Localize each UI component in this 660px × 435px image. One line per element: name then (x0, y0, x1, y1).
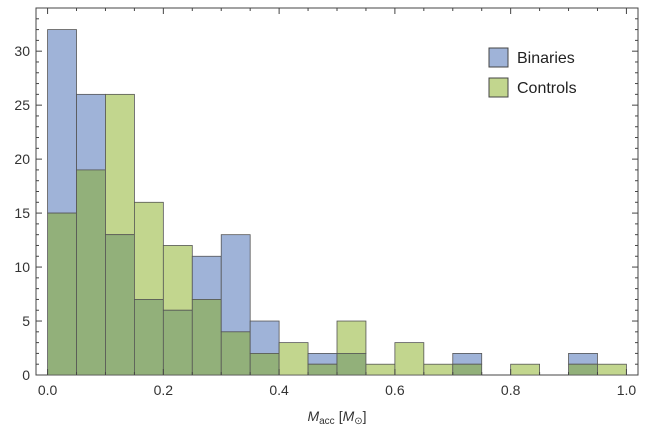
x-axis-label: Macc [M⊙] (307, 408, 366, 427)
bar-overlap-5 (191, 299, 222, 376)
bar-overlap-6 (220, 331, 251, 376)
bar-binaries-0 (47, 29, 77, 214)
x-tick-label-4: 0.8 (501, 382, 521, 398)
y-tick-label-1: 5 (22, 313, 30, 329)
y-tick-label-6: 30 (14, 43, 30, 59)
x-tick-label-5: 1.0 (617, 382, 637, 398)
x-tick-label-1: 0.2 (154, 382, 174, 398)
bar-overlap-0 (47, 212, 77, 376)
bar-binaries-14 (452, 353, 483, 365)
bar-overlap-10 (336, 353, 367, 376)
bar-binaries-9 (307, 353, 338, 365)
bar-controls-10 (336, 320, 367, 354)
bar-binaries-5 (191, 255, 222, 300)
y-tick-label-0: 0 (22, 367, 30, 383)
bar-controls-13 (423, 363, 454, 376)
ticks-layer: 0.0 0.2 0.4 0.6 0.8 1.0 0 5 10 15 20 25 30 (14, 7, 638, 398)
bar-controls-12 (394, 342, 425, 376)
bar-overlap-2 (105, 234, 135, 376)
x-tick-label-2: 0.4 (269, 382, 289, 398)
legend-swatch-controls (488, 77, 509, 98)
bar-overlap-7 (249, 353, 280, 376)
y-tick-label-2: 10 (14, 259, 30, 275)
bar-overlap-18 (568, 363, 598, 376)
bar-controls-2 (105, 93, 135, 236)
bar-controls-8 (278, 342, 309, 376)
x-tick-label-3: 0.6 (385, 382, 405, 398)
x-axis-label-bracket-close: ] (363, 408, 367, 424)
legend-label-controls: Controls (517, 80, 577, 97)
bar-controls-3 (134, 201, 164, 300)
x-axis-label-symbol: M (307, 408, 319, 424)
x-axis-label-unit-symbol: M (343, 408, 355, 424)
bar-controls-19 (597, 363, 627, 376)
legend-label-binaries: Binaries (517, 50, 575, 67)
bar-overlap-4 (162, 309, 193, 376)
x-axis-label-subscript: acc (319, 416, 335, 427)
y-tick-label-4: 20 (14, 151, 30, 167)
y-tick-label-5: 25 (14, 97, 30, 113)
bar-controls-16 (510, 363, 540, 376)
bar-binaries-1 (76, 93, 106, 171)
legend: Binaries Controls (488, 47, 577, 98)
x-axis-label-unit-subscript: ⊙ (354, 416, 362, 427)
x-axis-label-bracket-open: [ (339, 408, 343, 424)
bars-layer (47, 29, 627, 376)
bar-overlap-1 (76, 169, 106, 376)
bar-controls-11 (365, 363, 396, 376)
bar-overlap-9 (307, 363, 338, 376)
y-tick-label-3: 15 (14, 205, 30, 221)
bar-overlap-3 (134, 299, 164, 376)
bar-controls-4 (162, 245, 193, 311)
bar-binaries-18 (568, 353, 598, 365)
bar-binaries-6 (220, 234, 251, 333)
x-tick-label-0: 0.0 (38, 382, 58, 398)
bar-overlap-14 (452, 363, 483, 376)
legend-swatch-binaries (488, 47, 509, 68)
bar-binaries-7 (249, 320, 280, 354)
